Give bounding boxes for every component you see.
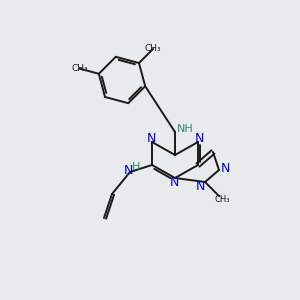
Text: CH₃: CH₃ <box>145 44 161 53</box>
Text: N: N <box>220 161 230 175</box>
Text: N: N <box>194 131 204 145</box>
Text: N: N <box>169 176 179 190</box>
Text: N: N <box>146 131 156 145</box>
Text: H: H <box>132 162 140 172</box>
Text: NH: NH <box>177 124 194 134</box>
Text: N: N <box>195 179 205 193</box>
Text: N: N <box>123 164 133 178</box>
Text: CH₃: CH₃ <box>214 195 230 204</box>
Text: CH₃: CH₃ <box>71 64 88 73</box>
